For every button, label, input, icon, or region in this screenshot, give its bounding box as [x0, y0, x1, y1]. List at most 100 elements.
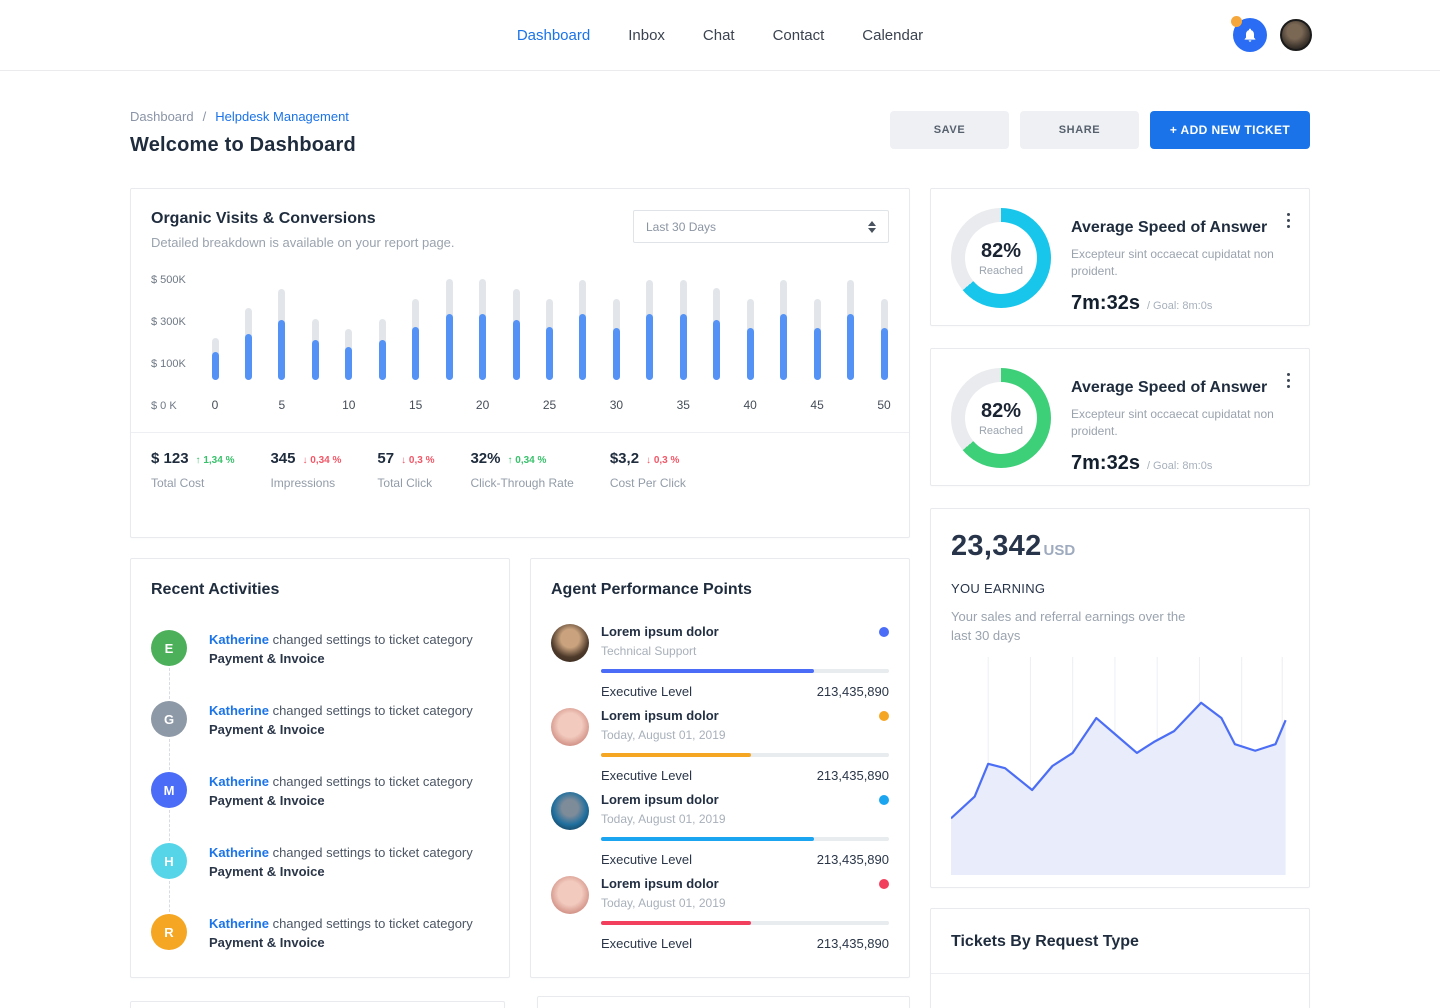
bar-fill — [345, 347, 353, 380]
stat-delta: ↓ 0,3 % — [401, 455, 435, 466]
bar-fill — [679, 314, 687, 380]
activity-action: changed settings to ticket category — [268, 632, 473, 647]
y-axis-tick: $ 300K — [151, 316, 186, 328]
bar-fill — [746, 328, 754, 380]
user-avatar[interactable] — [1280, 19, 1312, 51]
stat-item: 345 ↓ 0,34 % Impressions — [270, 450, 341, 490]
agent-name: Lorem ipsum dolor — [601, 876, 719, 891]
speed-cards-container: 82% Reached Average Speed of Answer Exce… — [930, 188, 1310, 486]
bar-fill — [646, 314, 654, 380]
x-axis-tick: 25 — [542, 398, 557, 412]
add-new-ticket-button[interactable]: + ADD NEW TICKET — [1150, 111, 1310, 149]
agent-status-dot — [879, 711, 889, 721]
activity-item: H Katherine changed settings to ticket c… — [151, 843, 489, 914]
activity-avatar: R — [151, 914, 187, 950]
nav-item-contact[interactable]: Contact — [772, 26, 825, 44]
top-navigation-bar: Dashboard Inbox Chat Contact Calendar — [0, 0, 1440, 71]
agent-performance-card: Agent Performance Points Lorem ipsum dol… — [530, 558, 910, 978]
organic-card-subtitle: Detailed breakdown is available on your … — [151, 235, 455, 250]
bar-fill — [713, 320, 721, 380]
kebab-menu-icon[interactable] — [1285, 211, 1292, 230]
nav-item-chat[interactable]: Chat — [702, 26, 735, 44]
bar — [679, 280, 687, 380]
agent-row: Lorem ipsum dolor Today, August 01, 2019… — [551, 784, 889, 868]
save-button[interactable]: SAVE — [890, 111, 1009, 149]
activity-text: Katherine changed settings to ticket cat… — [209, 843, 473, 881]
recent-activities-card: Recent Activities E Katherine changed se… — [130, 558, 510, 978]
agent-row: Lorem ipsum dolor Today, August 01, 2019… — [551, 700, 889, 784]
activity-item: M Katherine changed settings to ticket c… — [151, 772, 489, 843]
tickets-by-request-type-card: Tickets By Request Type — [930, 908, 1310, 1008]
page-heading: Dashboard / Helpdesk Management Welcome … — [130, 109, 356, 157]
speed-of-answer-card: 82% Reached Average Speed of Answer Exce… — [930, 348, 1310, 486]
agent-performance-title: Agent Performance Points — [551, 581, 752, 598]
agent-avatar — [551, 792, 589, 830]
donut-chart: 82% Reached — [951, 368, 1051, 468]
stat-delta: ↑ 0,34 % — [507, 455, 547, 466]
notification-button[interactable] — [1231, 16, 1267, 52]
bar — [311, 319, 319, 380]
stat-delta: ↓ 0,3 % — [646, 455, 680, 466]
activity-actor-link[interactable]: Katherine — [209, 774, 269, 789]
bar-fill — [847, 314, 855, 380]
agent-row: Lorem ipsum dolor Technical Support Exec… — [551, 616, 889, 700]
bar — [512, 289, 520, 380]
tickets-card-title: Tickets By Request Type — [951, 933, 1139, 950]
bar-fill — [612, 328, 620, 380]
activity-action: changed settings to ticket category — [268, 845, 473, 860]
agent-progress-fill — [601, 921, 751, 925]
bar — [713, 288, 721, 380]
stat-label: Total Click — [377, 476, 433, 490]
agent-avatar — [551, 624, 589, 662]
activity-actor-link[interactable]: Katherine — [209, 845, 269, 860]
agent-level: Executive Level — [601, 852, 693, 867]
activity-target: Payment & Invoice — [209, 793, 325, 808]
agent-points: 213,435,890 — [816, 936, 889, 951]
nav-item-calendar[interactable]: Calendar — [862, 26, 924, 44]
activity-text: Katherine changed settings to ticket cat… — [209, 701, 473, 739]
bar-fill — [813, 328, 821, 380]
activity-item: G Katherine changed settings to ticket c… — [151, 701, 489, 772]
select-arrows-icon — [868, 220, 876, 233]
breadcrumb-parent[interactable]: Dashboard — [130, 109, 194, 124]
bar-chart: $ 500K $ 300K $ 100K $ 0 K 0 5 10 15 20 2 — [151, 272, 891, 414]
bar-fill — [311, 340, 319, 380]
divider — [931, 973, 1309, 974]
nav-item-dashboard[interactable]: Dashboard — [516, 26, 591, 44]
kebab-menu-icon[interactable] — [1285, 371, 1292, 390]
activity-item: E Katherine changed settings to ticket c… — [151, 630, 489, 701]
activity-target: Payment & Invoice — [209, 935, 325, 950]
partial-card-left — [130, 1001, 505, 1008]
activity-actor-link[interactable]: Katherine — [209, 703, 269, 718]
x-axis-tick: 20 — [475, 398, 490, 412]
breadcrumb-current[interactable]: Helpdesk Management — [215, 109, 349, 124]
agent-status-dot — [879, 879, 889, 889]
donut-hole: 82% Reached — [965, 382, 1037, 454]
stat-item: $3,2 ↓ 0,3 % Cost Per Click — [610, 450, 686, 490]
recent-activities-title: Recent Activities — [151, 581, 280, 598]
activity-actor-link[interactable]: Katherine — [209, 916, 269, 931]
earnings-line — [951, 703, 1286, 819]
date-range-select[interactable]: Last 30 Days — [633, 210, 889, 243]
agent-subtitle: Technical Support — [601, 644, 697, 658]
bar-fill — [211, 352, 219, 380]
bar — [445, 279, 453, 380]
nav-item-inbox[interactable]: Inbox — [628, 26, 665, 44]
agent-progress-fill — [601, 837, 815, 841]
stat-value: 345 — [270, 450, 296, 467]
agent-avatar — [551, 708, 589, 746]
share-button[interactable]: SHARE — [1020, 111, 1139, 149]
x-axis-tick: 5 — [278, 398, 286, 412]
agent-progress-fill — [601, 753, 751, 757]
bar — [612, 299, 620, 380]
bar — [546, 299, 553, 380]
earnings-currency: USD — [1043, 542, 1076, 559]
agent-level: Executive Level — [601, 684, 693, 699]
activity-actor-link[interactable]: Katherine — [209, 632, 269, 647]
stat-label: Cost Per Click — [609, 476, 686, 490]
agent-level: Executive Level — [601, 936, 693, 951]
bar-fill — [579, 314, 587, 380]
speed-card-title: Average Speed of Answer — [1071, 219, 1268, 236]
stat-value: 57 — [377, 450, 395, 467]
stat-item: 57 ↓ 0,3 % Total Click — [377, 450, 434, 490]
